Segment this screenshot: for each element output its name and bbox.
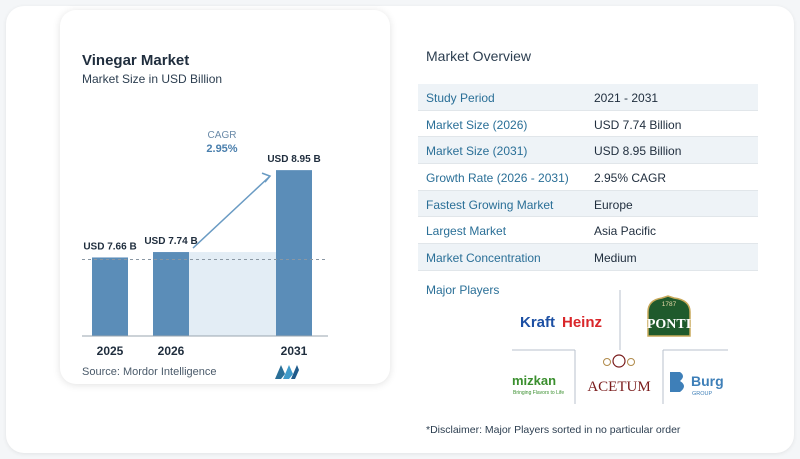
- burg-sub: GROUP: [692, 391, 713, 397]
- overview-key: Fastest Growing Market: [426, 197, 554, 212]
- burg-text: Burg: [691, 373, 724, 389]
- burg-logo: Burg GROUP: [670, 372, 724, 397]
- source-note: Source: Mordor Intelligence: [82, 366, 217, 378]
- x-tick-label: 2026: [158, 344, 185, 358]
- kraft-text: Kraft: [520, 314, 555, 331]
- ponti-text: PONTI: [647, 317, 691, 332]
- ponti-logo: 1787 PONTI: [647, 295, 691, 337]
- bar: [92, 257, 128, 336]
- overview-row: Fastest Growing Market Europe: [418, 190, 758, 218]
- overview-title: Market Overview: [426, 48, 532, 64]
- mordor-logo-icon: [275, 365, 299, 379]
- chart-title: Vinegar Market: [82, 52, 190, 69]
- bar: [276, 170, 312, 336]
- acetum-text: ACETUM: [587, 379, 650, 395]
- overview-value: Asia Pacific: [594, 224, 657, 239]
- x-tick-label: 2025: [97, 344, 124, 358]
- overview-value: USD 7.74 Billion: [594, 117, 682, 132]
- major-players-title: Major Players: [426, 283, 500, 297]
- overview-key: Market Size (2031): [426, 144, 528, 159]
- disclaimer: *Disclaimer: Major Players sorted in no …: [426, 424, 681, 436]
- chart-subtitle: Market Size in USD Billion: [82, 72, 223, 86]
- bar: [153, 252, 189, 336]
- overview-key: Study Period: [426, 91, 495, 105]
- overview-row: Market Size (2031) USD 8.95 Billion: [418, 137, 758, 165]
- overview-row: Market Size (2026) USD 7.74 Billion: [418, 111, 758, 138]
- x-tick-label: 2031: [281, 344, 308, 358]
- chart-card: Vinegar Market Market Size in USD Billio…: [60, 10, 390, 384]
- overview-row: Market Concentration Medium: [418, 244, 758, 271]
- cagr-arrow-line: [192, 175, 271, 249]
- growth-shade: [189, 252, 276, 336]
- data-label: USD 7.66 B: [83, 241, 136, 252]
- overview-row: Study Period 2021 - 2031: [418, 84, 758, 111]
- mizkan-tagline: Bringing Flavors to Life: [513, 390, 564, 396]
- overview-key: Market Concentration: [426, 251, 541, 266]
- ponti-year: 1787: [662, 301, 677, 308]
- overview-key: Largest Market: [426, 224, 507, 239]
- overview-row: Growth Rate (2026 - 2031) 2.95% CAGR: [418, 164, 758, 191]
- overview-value: Europe: [594, 197, 633, 212]
- cagr-arrow-head: [261, 172, 272, 183]
- data-label: USD 7.74 B: [144, 236, 197, 247]
- cagr-value: 2.95%: [206, 143, 237, 155]
- mizkan-text: mizkan: [512, 373, 556, 388]
- overview-table: Study Period 2021 - 2031 Market Size (202…: [418, 84, 758, 271]
- mizkan-logo: mizkan Bringing Flavors to Life: [512, 373, 564, 396]
- overview-value: 2.95% CAGR: [594, 171, 667, 186]
- kraftheinz-logo: Kraft Heinz: [520, 314, 602, 331]
- acetum-logo: ACETUM: [587, 354, 651, 395]
- overview-key: Market Size (2026): [426, 117, 528, 132]
- heinz-text: Heinz: [562, 314, 602, 331]
- overview-value: USD 8.95 Billion: [594, 144, 682, 159]
- overview-key: Growth Rate (2026 - 2031): [426, 171, 569, 186]
- data-label: USD 8.95 B: [267, 154, 320, 165]
- bar-chart: USD 7.66 B 2025 USD 7.74 B 2026 USD 8.95 B 20…: [82, 130, 328, 358]
- overview-row: Largest Market Asia Pacific: [418, 217, 758, 245]
- overview-value: 2021 - 2031: [594, 91, 659, 105]
- cagr-label: CAGR: [208, 130, 237, 141]
- overview-value: Medium: [594, 251, 637, 266]
